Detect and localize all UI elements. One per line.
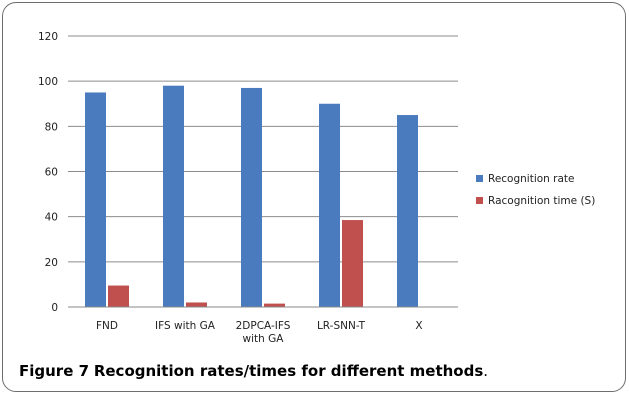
bar-time <box>342 220 363 307</box>
figure-label: Figure 7 <box>19 362 90 380</box>
figure-frame: 0 20 40 60 80 100 120 FND IFS with GA 2DPCA-IFS w… <box>2 2 626 392</box>
bar-time <box>186 302 207 307</box>
legend-label: Recognition rate <box>488 173 575 185</box>
x-tick-label: X <box>415 320 422 332</box>
y-tick-label: 20 <box>45 257 58 269</box>
legend-label: Racognition time (S) <box>488 195 595 207</box>
x-tick-label: with GA <box>243 333 285 345</box>
bar-rate <box>397 115 418 308</box>
x-tick-label: FND <box>96 320 118 332</box>
bar-rate <box>319 103 340 307</box>
figure-title: Recognition rates/times for different me… <box>93 362 484 380</box>
y-tick-label: 40 <box>45 212 58 224</box>
bar-rate <box>163 85 184 307</box>
figure-caption: Figure 7 Recognition rates/times for dif… <box>19 362 488 380</box>
bar-time <box>108 285 129 307</box>
y-tick-label: 100 <box>38 76 58 88</box>
legend: Recognition rate Racognition time (S) <box>476 173 595 207</box>
y-tick-label: 120 <box>38 31 58 43</box>
y-tick-label: 80 <box>45 121 58 133</box>
y-tick-label: 60 <box>45 167 58 179</box>
x-tick-label: IFS with GA <box>155 320 216 332</box>
bar-rate <box>241 87 262 307</box>
legend-swatch <box>476 197 483 204</box>
bar-chart: 0 20 40 60 80 100 120 FND IFS with GA 2DPCA-IFSw… <box>38 31 595 345</box>
bar-time <box>264 303 285 307</box>
y-tick-label: 0 <box>51 302 58 314</box>
y-axis-ticks: 0 20 40 60 80 100 120 <box>38 31 58 314</box>
bars <box>85 85 418 308</box>
x-tick-label: 2DPCA-IFS <box>236 320 291 332</box>
caption-period: . <box>483 362 489 380</box>
x-tick-label: LR-SNN-T <box>317 320 366 332</box>
bar-rate <box>85 92 106 307</box>
legend-swatch <box>476 175 483 182</box>
gridlines <box>68 35 458 263</box>
